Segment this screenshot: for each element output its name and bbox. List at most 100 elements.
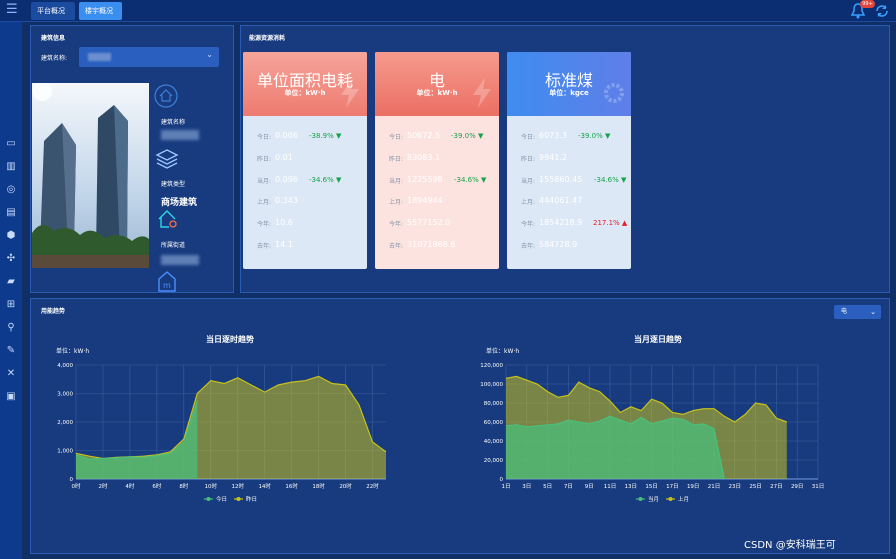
x-tick-label: 13日 bbox=[625, 483, 638, 490]
cube-icon[interactable]: ⬢ bbox=[6, 230, 16, 241]
legend-marker bbox=[206, 497, 211, 501]
pct-text: 217.1% bbox=[593, 219, 620, 227]
location-icon[interactable]: ⚲ bbox=[7, 322, 15, 333]
pct-this-year: 217.1% ▲ bbox=[593, 219, 628, 227]
x-tick-label: 7日 bbox=[564, 483, 573, 490]
x-tick-label: 10时 bbox=[205, 482, 218, 490]
y-tick-label: 0 bbox=[500, 477, 504, 483]
row-label-month: 当月: bbox=[389, 178, 404, 185]
tab-building-overview[interactable]: 楼宇概况× bbox=[79, 2, 122, 33]
row-label-month: 当月: bbox=[521, 178, 536, 185]
x-tick-label: 19日 bbox=[687, 483, 700, 490]
hourly-chart-title: 当日逐时趋势 bbox=[206, 335, 254, 344]
legend-marker bbox=[668, 497, 673, 501]
y-tick-label: 100,000 bbox=[480, 382, 503, 388]
building-name-label: 建筑名称: bbox=[41, 55, 68, 62]
energy-card-standard-coal: 标准煤 单位：kgce 今日: 6073.3 -39.0% ▼ 昨日: 9941… bbox=[507, 52, 631, 269]
document-icon[interactable]: ▤ bbox=[6, 207, 16, 218]
card-title: 单位面积电耗 bbox=[256, 71, 353, 90]
row-label-today: 今日: bbox=[521, 134, 536, 141]
x-tick-label: 11日 bbox=[604, 483, 617, 490]
tab-label: 平台概况 bbox=[37, 7, 65, 15]
network-icon[interactable]: ✣ bbox=[6, 253, 16, 264]
pct-text: -34.6% bbox=[454, 176, 479, 184]
x-tick-label: 9日 bbox=[585, 483, 594, 490]
panel-title: 建筑信息 bbox=[41, 35, 66, 42]
row-label-yesterday: 昨日: bbox=[389, 156, 404, 163]
x-tick-label: 14时 bbox=[258, 482, 271, 490]
row-label-last-month: 上月: bbox=[389, 199, 404, 206]
x-tick-label: 6时 bbox=[152, 482, 161, 490]
row-label-yesterday: 昨日: bbox=[521, 156, 536, 163]
value-today: 50672.5 bbox=[407, 131, 441, 140]
card-unit: 单位：kgce bbox=[549, 89, 589, 97]
y-tick-label: 80,000 bbox=[484, 401, 504, 407]
x-tick-label: 23日 bbox=[729, 483, 742, 490]
area-icon: m bbox=[158, 271, 176, 292]
x-tick-label: 22时 bbox=[366, 482, 379, 490]
tab-label: 楼宇概况 bbox=[85, 7, 113, 15]
card-unit: 单位：kW·h bbox=[284, 89, 326, 97]
pct-month: -34.6% ▼ bbox=[454, 176, 487, 184]
building-type-value: 商场建筑 bbox=[161, 198, 198, 208]
value-month: 1225598 bbox=[407, 175, 443, 184]
chevron-down-icon: ⌄ bbox=[206, 50, 213, 59]
row-label-this-year: 今年: bbox=[389, 221, 404, 228]
tools-icon[interactable]: ✕ bbox=[6, 368, 16, 379]
refresh-icon[interactable] bbox=[875, 4, 889, 18]
folder-icon[interactable]: ▰ bbox=[7, 276, 15, 287]
home-location-icon bbox=[158, 210, 177, 228]
value-yesterday: 83083.1 bbox=[407, 153, 441, 162]
row-label-last-year: 去年: bbox=[389, 243, 404, 250]
building-info-panel: 建筑信息 建筑名称: ⌄ 建筑名称 建筑类型 商场建筑 所属街道 m bbox=[30, 25, 234, 293]
value-month: 155860.45 bbox=[539, 175, 583, 184]
pct-today: -39.0% ▼ bbox=[578, 132, 611, 140]
value-this-year: 10.6 bbox=[275, 218, 293, 227]
info-street-label: 所属街道 bbox=[161, 242, 186, 249]
row-label-last-year: 去年: bbox=[257, 243, 272, 250]
card-unit: 单位：kW·h bbox=[416, 89, 458, 97]
row-label-last-month: 上月: bbox=[257, 199, 272, 206]
y-tick-label: 0 bbox=[70, 477, 74, 483]
x-tick-label: 18时 bbox=[312, 482, 325, 490]
y-tick-label: 20,000 bbox=[484, 458, 504, 464]
x-tick-label: 29日 bbox=[791, 483, 804, 490]
notification-badge: 99+ bbox=[860, 0, 875, 8]
report-icon[interactable]: ▣ bbox=[6, 391, 16, 402]
legend-label: 上月 bbox=[678, 495, 689, 503]
menu-toggle-icon[interactable]: ☰ bbox=[6, 2, 18, 17]
pct-text: -39.0% bbox=[451, 132, 476, 140]
value-this-year: 5577152.0 bbox=[407, 218, 451, 227]
value-last-year: 584728.9 bbox=[539, 240, 578, 249]
value-last-month: 1894944 bbox=[407, 196, 443, 205]
info-name-label: 建筑名称 bbox=[161, 119, 186, 126]
info-type-label: 建筑类型 bbox=[161, 181, 186, 188]
value-month: 0.096 bbox=[275, 175, 298, 184]
monitor-icon[interactable]: ▭ bbox=[6, 138, 16, 149]
building-icon[interactable]: ▥ bbox=[6, 161, 16, 172]
hospital-icon[interactable]: ⊞ bbox=[6, 299, 16, 310]
card-title: 标准煤 bbox=[544, 71, 593, 90]
tab-platform-overview[interactable]: 平台概况× bbox=[31, 2, 75, 33]
energy-trend-panel: 用能趋势 电 ⌄ 当日逐时趋势 当月逐日趋势 单位：kW·h 0 1,000 2,000… bbox=[30, 298, 890, 554]
x-tick-label: 12时 bbox=[231, 482, 244, 490]
pct-month: -34.6% ▼ bbox=[594, 176, 627, 184]
value-yesterday: 0.01 bbox=[275, 153, 293, 162]
x-tick-label: 8时 bbox=[179, 482, 188, 490]
energy-card-electricity: 电 单位：kW·h 今日: 50672.5 -39.0% ▼ 昨日: 83083… bbox=[375, 52, 499, 269]
energy-type-select[interactable]: 电 ⌄ bbox=[834, 305, 881, 319]
building-select[interactable]: ⌄ bbox=[79, 47, 219, 67]
gear-icon bbox=[604, 83, 624, 103]
edit-icon[interactable]: ✎ bbox=[6, 345, 16, 356]
row-label-today: 今日: bbox=[257, 134, 272, 141]
legend-marker bbox=[236, 497, 241, 501]
compass-icon[interactable]: ◎ bbox=[6, 184, 16, 195]
x-tick-label: 5日 bbox=[543, 483, 552, 490]
daily-chart-title: 当月逐日趋势 bbox=[634, 335, 682, 344]
x-tick-label: 20时 bbox=[339, 482, 352, 490]
x-tick-label: 21日 bbox=[708, 483, 721, 490]
x-tick-label: 3日 bbox=[522, 483, 531, 490]
y-axis-label: 单位：kW·h bbox=[56, 347, 89, 355]
x-tick-label: 16时 bbox=[285, 482, 298, 490]
legend-label: 今日 bbox=[216, 495, 227, 503]
